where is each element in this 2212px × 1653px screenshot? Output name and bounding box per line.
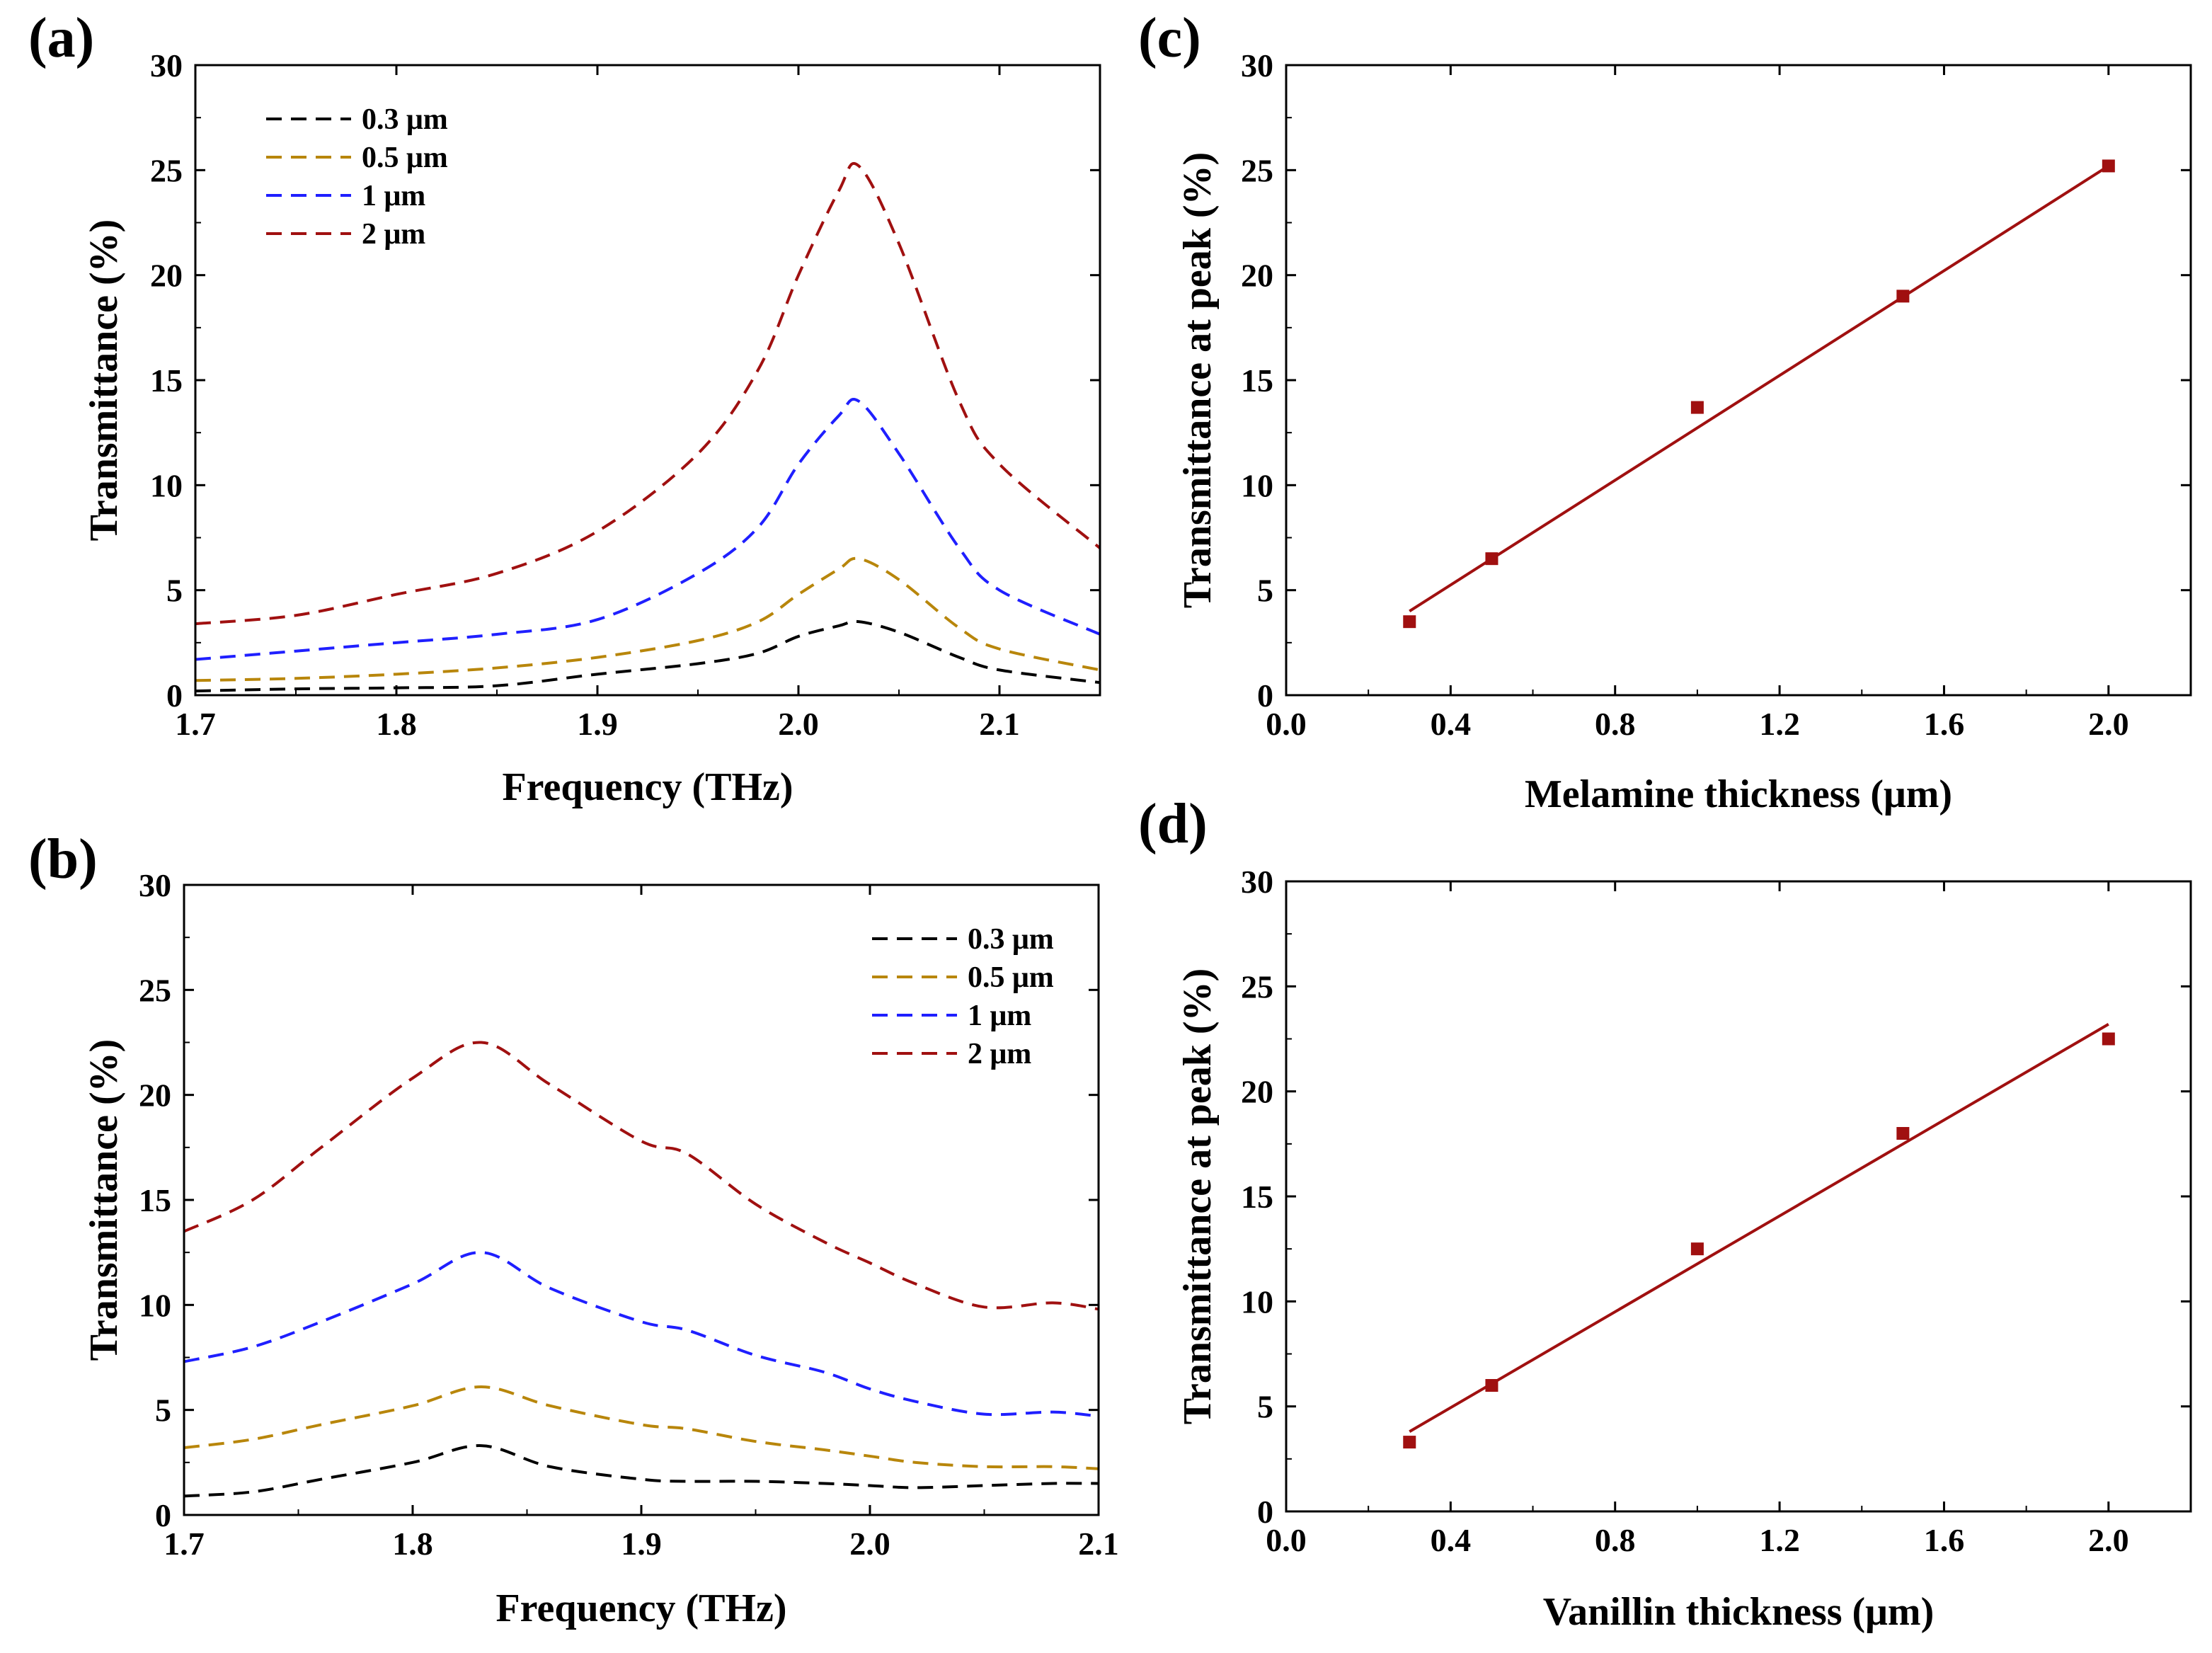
plot-frame bbox=[1285, 64, 2192, 697]
data-point bbox=[2102, 1032, 2115, 1046]
x-tick-label: 0.4 bbox=[1431, 706, 1472, 742]
x-tick-label: 0.8 bbox=[1595, 706, 1636, 742]
y-tick-label: 15 bbox=[1241, 362, 1273, 399]
chart-panel-c: (c) 0 5 10 15 20 25 30 0.0 0.4 0.8 1.2 1.6 2.0 Melamin… bbox=[1138, 7, 2192, 816]
x-tick-label: 1.7 bbox=[164, 1526, 205, 1562]
y-tick-label: 30 bbox=[150, 47, 183, 84]
fit-line bbox=[1409, 164, 2109, 613]
series-line-03m bbox=[195, 619, 1100, 693]
data-point bbox=[2102, 159, 2115, 173]
y-tick-label: 0 bbox=[166, 677, 183, 714]
legend-label: 2 μm bbox=[362, 218, 425, 251]
x-tick-label: 2.0 bbox=[2088, 706, 2129, 742]
legend-label: 2 μm bbox=[968, 1038, 1031, 1070]
y-axis-title: Transmittance (%) bbox=[82, 219, 126, 542]
plot-frame bbox=[1285, 880, 2192, 1513]
y-tick-label: 10 bbox=[139, 1287, 171, 1323]
panel-label: (a) bbox=[28, 7, 94, 69]
data-point bbox=[1403, 615, 1416, 629]
series-line-2m bbox=[184, 1041, 1099, 1311]
x-tick-label: 1.2 bbox=[1759, 706, 1800, 742]
y-axis-title: Transmittance (%) bbox=[82, 1039, 126, 1361]
y-tick-label: 0 bbox=[1257, 1494, 1273, 1530]
y-tick-label: 0 bbox=[1257, 677, 1273, 714]
panel-label: (b) bbox=[28, 828, 98, 891]
plot-frame bbox=[183, 883, 1100, 1516]
y-tick-label: 20 bbox=[150, 258, 183, 294]
y-tick-label: 10 bbox=[1241, 1283, 1273, 1320]
series-line-2m bbox=[195, 161, 1100, 626]
x-tick-label: 0.0 bbox=[1266, 706, 1307, 742]
x-tick-label: 2.0 bbox=[849, 1526, 890, 1562]
x-tick-label: 0.0 bbox=[1266, 1522, 1307, 1558]
x-tick-label: 2.0 bbox=[778, 706, 819, 742]
y-tick-label: 15 bbox=[1241, 1179, 1273, 1215]
x-tick-label: 1.6 bbox=[1924, 1522, 1965, 1558]
chart-panel-b: (b) 0 5 10 15 20 25 30 1.7 1.8 1.9 2.0 2.1 Frequency … bbox=[28, 828, 1119, 1630]
y-tick-label: 5 bbox=[1257, 1389, 1273, 1425]
y-tick-label: 5 bbox=[1257, 573, 1273, 609]
x-tick-label: 1.9 bbox=[621, 1526, 662, 1562]
y-tick-label: 0 bbox=[155, 1497, 171, 1533]
y-tick-label: 30 bbox=[139, 867, 171, 903]
y-tick-label: 20 bbox=[1241, 258, 1273, 294]
y-tick-label: 5 bbox=[166, 573, 183, 609]
y-tick-label: 25 bbox=[1241, 968, 1273, 1005]
data-point bbox=[1896, 1127, 1910, 1140]
series-line-05m bbox=[184, 1385, 1099, 1470]
data-point bbox=[1403, 1436, 1416, 1449]
series-line-1m bbox=[184, 1251, 1099, 1418]
y-tick-label: 10 bbox=[150, 467, 183, 503]
series-line-05m bbox=[195, 556, 1100, 682]
y-tick-label: 30 bbox=[1241, 47, 1273, 84]
x-tick-label: 0.8 bbox=[1595, 1522, 1636, 1558]
panel-label: (c) bbox=[1138, 7, 1201, 69]
x-axis-title: Frequency (THz) bbox=[502, 765, 793, 809]
y-axis-title: Transmittance at peak (%) bbox=[1176, 152, 1220, 608]
y-tick-label: 15 bbox=[139, 1182, 171, 1218]
data-point bbox=[1485, 552, 1498, 566]
y-tick-label: 25 bbox=[1241, 152, 1273, 188]
x-tick-label: 2.1 bbox=[979, 706, 1020, 742]
plot-frame bbox=[194, 64, 1101, 697]
legend-label: 0.3 μm bbox=[362, 103, 448, 136]
y-axis-title: Transmittance at peak (%) bbox=[1176, 968, 1220, 1424]
x-axis-title: Vanillin thickness (μm) bbox=[1543, 1590, 1934, 1634]
x-tick-label: 2.1 bbox=[1078, 1526, 1119, 1562]
data-point bbox=[1896, 290, 1910, 303]
legend-label: 0.3 μm bbox=[968, 923, 1054, 956]
series-line-03m bbox=[184, 1444, 1099, 1498]
chart-panel-a: (a) 0 5 10 15 20 25 30 1.7 1.8 1.9 2.0 2.1 Frequency … bbox=[28, 7, 1101, 809]
data-point bbox=[1690, 1242, 1704, 1256]
y-tick-label: 5 bbox=[155, 1392, 171, 1429]
legend-label: 0.5 μm bbox=[362, 142, 448, 174]
y-tick-label: 20 bbox=[1241, 1074, 1273, 1110]
chart-panel-d: (d) 0 5 10 15 20 25 30 0.0 0.4 0.8 1.2 1.6 2.0 Vanilli… bbox=[1138, 793, 2192, 1634]
x-axis-title: Frequency (THz) bbox=[495, 1586, 786, 1630]
legend-label: 0.5 μm bbox=[968, 961, 1054, 994]
x-tick-label: 1.8 bbox=[376, 706, 417, 742]
x-tick-label: 1.9 bbox=[577, 706, 618, 742]
y-tick-label: 20 bbox=[139, 1077, 171, 1114]
x-tick-label: 0.4 bbox=[1431, 1522, 1472, 1558]
x-tick-label: 1.8 bbox=[392, 1526, 433, 1562]
fit-line bbox=[1409, 1023, 2109, 1433]
x-tick-label: 1.7 bbox=[175, 706, 216, 742]
y-tick-label: 10 bbox=[1241, 467, 1273, 503]
data-point bbox=[1485, 1379, 1498, 1392]
y-tick-label: 25 bbox=[150, 152, 183, 188]
data-point bbox=[1690, 401, 1704, 414]
x-tick-label: 1.6 bbox=[1924, 706, 1965, 742]
x-tick-label: 1.2 bbox=[1759, 1522, 1800, 1558]
x-tick-label: 2.0 bbox=[2088, 1522, 2129, 1558]
series-line-1m bbox=[195, 398, 1100, 661]
x-axis-title: Melamine thickness (μm) bbox=[1525, 772, 1952, 816]
y-tick-label: 30 bbox=[1241, 864, 1273, 900]
legend-label: 1 μm bbox=[362, 180, 425, 212]
y-tick-label: 15 bbox=[150, 362, 183, 399]
panel-label: (d) bbox=[1138, 793, 1208, 855]
legend-label: 1 μm bbox=[968, 1000, 1031, 1032]
y-tick-label: 25 bbox=[139, 972, 171, 1008]
